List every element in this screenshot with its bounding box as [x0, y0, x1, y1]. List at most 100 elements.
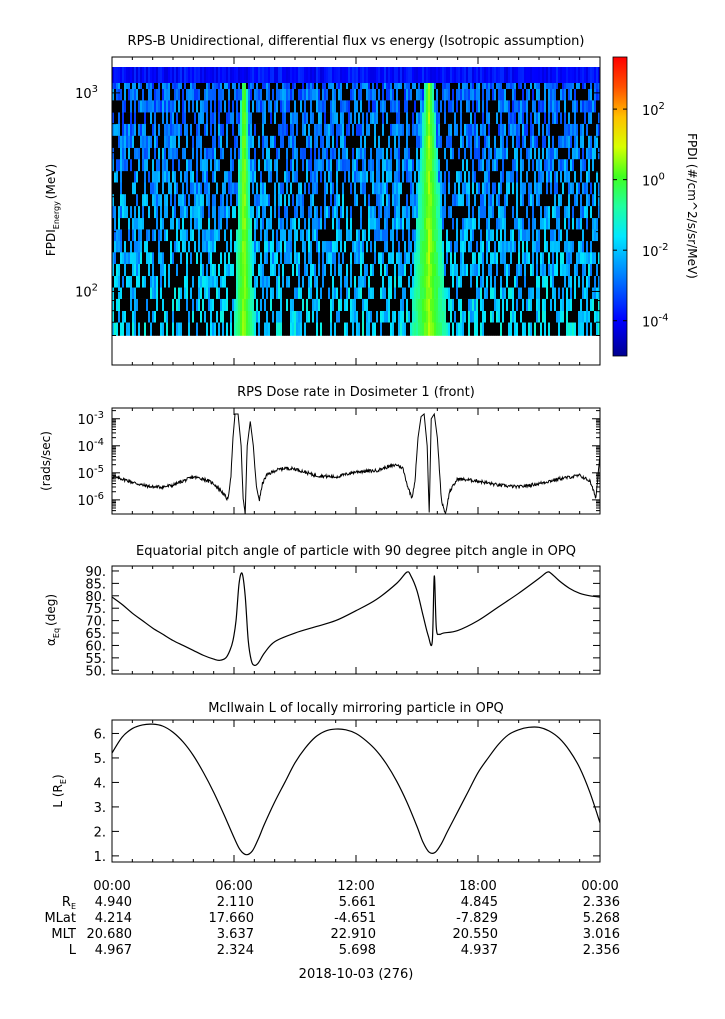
heatmap-cell — [126, 193, 129, 207]
heatmap-cell — [424, 252, 427, 264]
heatmap-cell — [472, 100, 475, 113]
heatmap-cell — [298, 240, 301, 253]
heatmap-cell — [224, 298, 227, 311]
heatmap-cell — [212, 88, 215, 101]
heatmap-cell — [548, 287, 551, 299]
heatmap-cell — [298, 112, 301, 124]
heatmap-cell — [364, 158, 367, 172]
heatmap-cell — [192, 123, 195, 136]
heatmap-cell — [218, 88, 221, 101]
heatmap-cell — [546, 205, 549, 219]
heatmap-cell — [162, 170, 165, 183]
heatmap-cell — [124, 170, 127, 183]
heatmap-cell — [122, 287, 125, 299]
heatmap-cell — [562, 193, 565, 207]
heatmap-cell — [246, 275, 249, 288]
heatmap-cell — [186, 135, 189, 148]
heatmap-cell — [528, 322, 531, 336]
heatmap-cell — [280, 275, 283, 288]
heatmap-cell — [302, 123, 305, 136]
heatmap-cell — [216, 158, 219, 172]
heatmap-cell — [348, 170, 351, 183]
heatmap-cell — [400, 310, 403, 323]
heatmap-cell — [362, 123, 365, 136]
heatmap-cell — [466, 310, 469, 323]
heatmap-cell — [352, 182, 355, 195]
heatmap-cell — [556, 287, 559, 299]
heatmap-cell — [292, 135, 295, 148]
heatmap-cell — [278, 158, 281, 172]
heatmap-cell — [190, 158, 193, 172]
heatmap-cell — [282, 123, 285, 136]
heatmap-cell — [376, 217, 379, 230]
heatmap-cell — [286, 229, 289, 242]
heatmap-cell — [298, 229, 301, 242]
heatmap-cell — [366, 287, 369, 299]
heatmap-cell — [556, 100, 559, 113]
heatmap-cell — [374, 100, 377, 113]
heatmap-cell — [448, 310, 451, 323]
heatmap-cell — [178, 193, 181, 207]
heatmap-cell — [180, 252, 183, 264]
heatmap-cell — [554, 147, 557, 160]
heatmap-cell — [150, 310, 153, 323]
heatmap-cell — [370, 229, 373, 242]
heatmap-cell — [580, 147, 583, 160]
heatmap-cell — [244, 88, 247, 101]
heatmap-cell — [226, 182, 229, 195]
heatmap-cell — [208, 147, 211, 160]
heatmap-cell — [182, 88, 185, 101]
heatmap-cell — [386, 205, 389, 219]
heatmap-cell — [172, 240, 175, 253]
heatmap-cell — [132, 123, 135, 136]
heatmap-cell — [234, 229, 237, 242]
heatmap-cell — [266, 287, 269, 299]
heatmap-cell — [476, 229, 479, 242]
heatmap-cell — [162, 88, 165, 101]
heatmap-cell — [568, 147, 571, 160]
heatmap-cell — [492, 310, 495, 323]
heatmap-cell — [590, 263, 593, 277]
heatmap-cell — [464, 100, 467, 113]
heatmap-cell — [436, 275, 439, 288]
heatmap-cell — [524, 135, 527, 148]
heatmap-cell — [178, 252, 181, 264]
heatmap-cell — [196, 322, 199, 336]
heatmap-cell — [266, 135, 269, 148]
heatmap-cell — [262, 229, 265, 242]
heatmap-cell — [168, 123, 171, 136]
heatmap-cell — [554, 135, 557, 148]
heatmap-cell — [370, 112, 373, 124]
heatmap-cell — [482, 322, 485, 336]
heatmap-cell — [278, 263, 281, 277]
heatmap-cell — [482, 275, 485, 288]
heatmap-cell — [312, 88, 315, 101]
heatmap-cell — [220, 147, 223, 160]
heatmap-cell — [314, 275, 317, 288]
heatmap-cell — [390, 123, 393, 136]
heatmap-cell — [364, 310, 367, 323]
heatmap-cell — [374, 112, 377, 124]
heatmap-cell — [438, 263, 441, 277]
heatmap-cell — [574, 310, 577, 323]
heatmap-cell — [498, 182, 501, 195]
heatmap-cell — [390, 147, 393, 160]
heatmap-cell — [564, 252, 567, 264]
heatmap-cell — [430, 298, 433, 311]
heatmap-cell — [454, 123, 457, 136]
heatmap-cell — [528, 147, 531, 160]
heatmap-cell — [306, 123, 309, 136]
heatmap-cell — [584, 182, 587, 195]
heatmap-cell — [530, 170, 533, 183]
heatmap-cell — [224, 112, 227, 124]
heatmap-cell — [574, 322, 577, 336]
heatmap-cell — [392, 310, 395, 323]
heatmap-cell — [406, 193, 409, 207]
heatmap-cell — [552, 252, 555, 264]
heatmap-cell — [186, 123, 189, 136]
heatmap-cell — [434, 112, 437, 124]
heatmap-cell — [254, 287, 257, 299]
heatmap-cell — [430, 252, 433, 264]
heatmap-cell — [310, 322, 313, 336]
heatmap-cell — [240, 240, 243, 253]
